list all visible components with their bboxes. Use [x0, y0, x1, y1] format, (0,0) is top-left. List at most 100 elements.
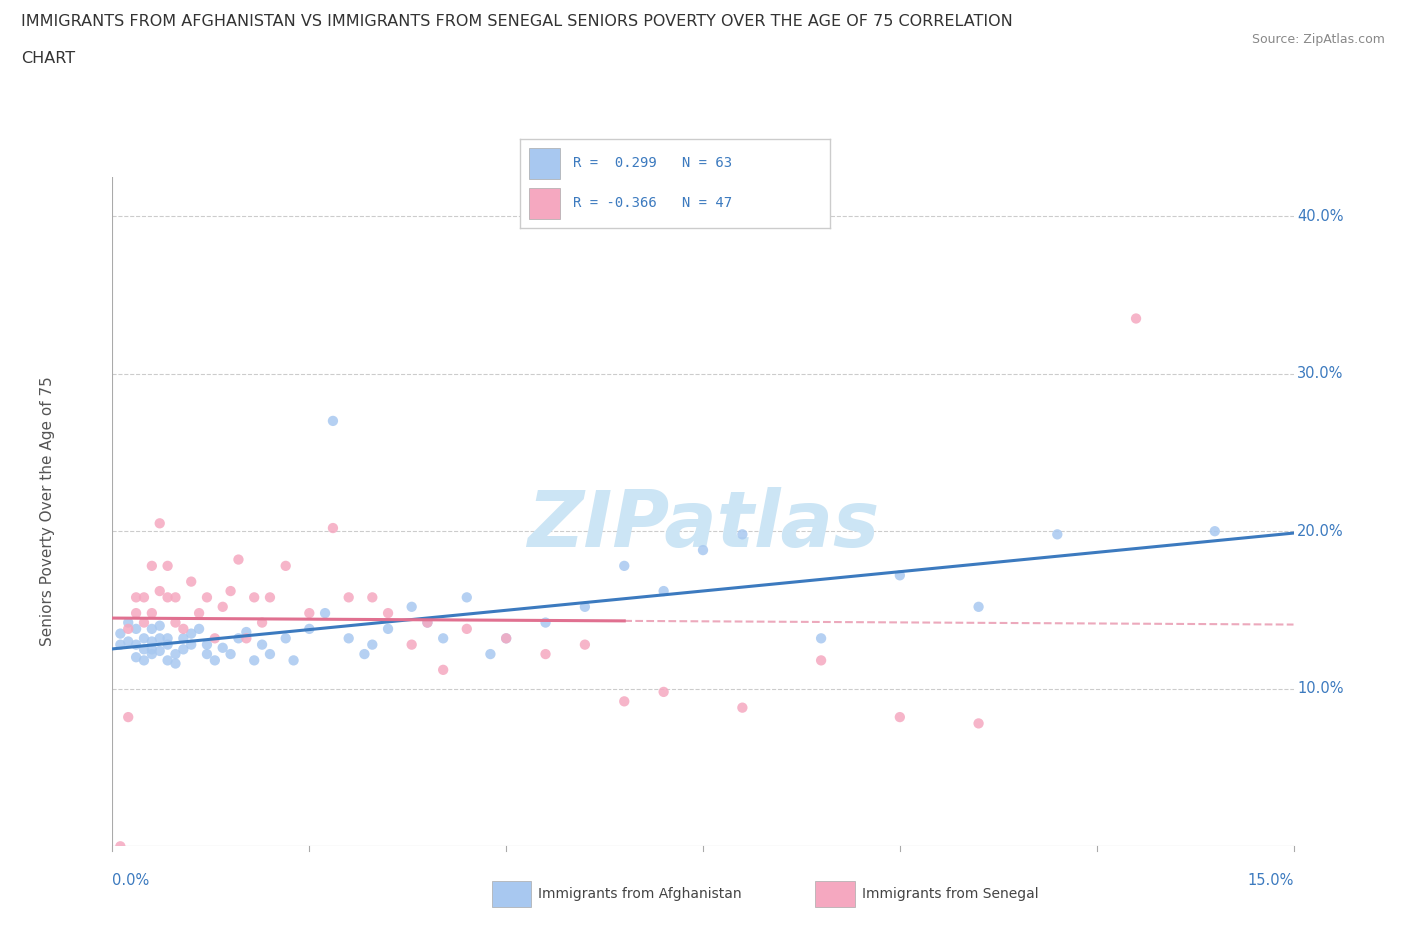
Point	[125, 637, 148, 652]
Point	[165, 656, 187, 671]
Text: 10.0%: 10.0%	[1298, 682, 1344, 697]
Bar	[530, 149, 561, 179]
Point	[377, 605, 399, 620]
Text: R =  0.299   N = 63: R = 0.299 N = 63	[572, 156, 733, 170]
Point	[165, 590, 187, 604]
Point	[250, 615, 273, 630]
Point	[125, 605, 148, 620]
Point	[731, 700, 754, 715]
Point	[125, 590, 148, 604]
Point	[165, 646, 187, 661]
Point	[228, 552, 250, 567]
Text: CHART: CHART	[21, 51, 75, 66]
Point	[195, 590, 218, 604]
Point	[156, 637, 179, 652]
Point	[156, 653, 179, 668]
Point	[149, 644, 172, 658]
Point	[250, 637, 273, 652]
Point	[322, 521, 344, 536]
Point	[235, 631, 257, 645]
Point	[165, 615, 187, 630]
Point	[1046, 527, 1069, 542]
Point	[141, 646, 163, 661]
Point	[889, 568, 911, 583]
Text: Immigrants from Afghanistan: Immigrants from Afghanistan	[538, 886, 742, 901]
Point	[117, 615, 139, 630]
Point	[495, 631, 517, 645]
Point	[889, 710, 911, 724]
Point	[534, 646, 557, 661]
Point	[149, 618, 172, 633]
Point	[810, 653, 832, 668]
Point	[195, 637, 218, 652]
Point	[731, 527, 754, 542]
Point	[132, 631, 155, 645]
Point	[156, 590, 179, 604]
Text: 15.0%: 15.0%	[1247, 873, 1294, 888]
Point	[141, 621, 163, 636]
Point	[377, 621, 399, 636]
Point	[259, 646, 281, 661]
Point	[204, 653, 226, 668]
Point	[652, 584, 675, 599]
Bar	[530, 188, 561, 219]
Point	[967, 716, 990, 731]
Point	[172, 621, 194, 636]
Point	[141, 558, 163, 573]
Point	[810, 631, 832, 645]
Point	[228, 631, 250, 645]
Point	[132, 615, 155, 630]
Point	[110, 839, 132, 854]
Point	[195, 646, 218, 661]
Point	[125, 650, 148, 665]
Point	[432, 662, 454, 677]
Point	[188, 605, 211, 620]
Point	[141, 642, 163, 657]
Point	[456, 621, 478, 636]
Point	[172, 642, 194, 657]
Point	[117, 710, 139, 724]
Point	[692, 543, 714, 558]
Point	[283, 653, 305, 668]
Point	[574, 637, 596, 652]
Point	[188, 621, 211, 636]
Point	[110, 637, 132, 652]
Point	[132, 642, 155, 657]
Point	[156, 631, 179, 645]
Point	[322, 414, 344, 429]
Point	[298, 621, 321, 636]
Text: 40.0%: 40.0%	[1298, 208, 1344, 223]
Point	[235, 625, 257, 640]
Point	[117, 634, 139, 649]
Point	[149, 516, 172, 531]
Text: 30.0%: 30.0%	[1298, 366, 1344, 381]
Point	[204, 631, 226, 645]
Point	[479, 646, 502, 661]
Point	[243, 653, 266, 668]
Point	[298, 605, 321, 620]
Point	[125, 621, 148, 636]
Text: R = -0.366   N = 47: R = -0.366 N = 47	[572, 196, 733, 210]
Point	[1204, 524, 1226, 538]
Point	[180, 637, 202, 652]
Point	[172, 631, 194, 645]
Point	[401, 599, 423, 614]
Point	[361, 637, 384, 652]
Point	[219, 584, 242, 599]
Point	[353, 646, 375, 661]
Point	[967, 599, 990, 614]
Point	[149, 584, 172, 599]
Point	[314, 605, 336, 620]
Point	[149, 631, 172, 645]
Point	[132, 653, 155, 668]
Point	[613, 694, 636, 709]
Point	[401, 637, 423, 652]
Point	[180, 626, 202, 641]
Text: Seniors Poverty Over the Age of 75: Seniors Poverty Over the Age of 75	[39, 377, 55, 646]
Point	[652, 684, 675, 699]
Point	[613, 558, 636, 573]
Point	[141, 634, 163, 649]
Point	[110, 626, 132, 641]
Point	[243, 590, 266, 604]
Text: Source: ZipAtlas.com: Source: ZipAtlas.com	[1251, 33, 1385, 46]
